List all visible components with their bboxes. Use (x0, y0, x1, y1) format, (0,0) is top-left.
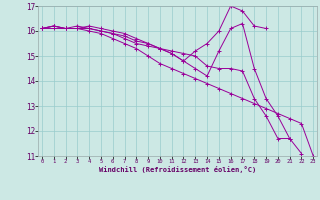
X-axis label: Windchill (Refroidissement éolien,°C): Windchill (Refroidissement éolien,°C) (99, 166, 256, 173)
